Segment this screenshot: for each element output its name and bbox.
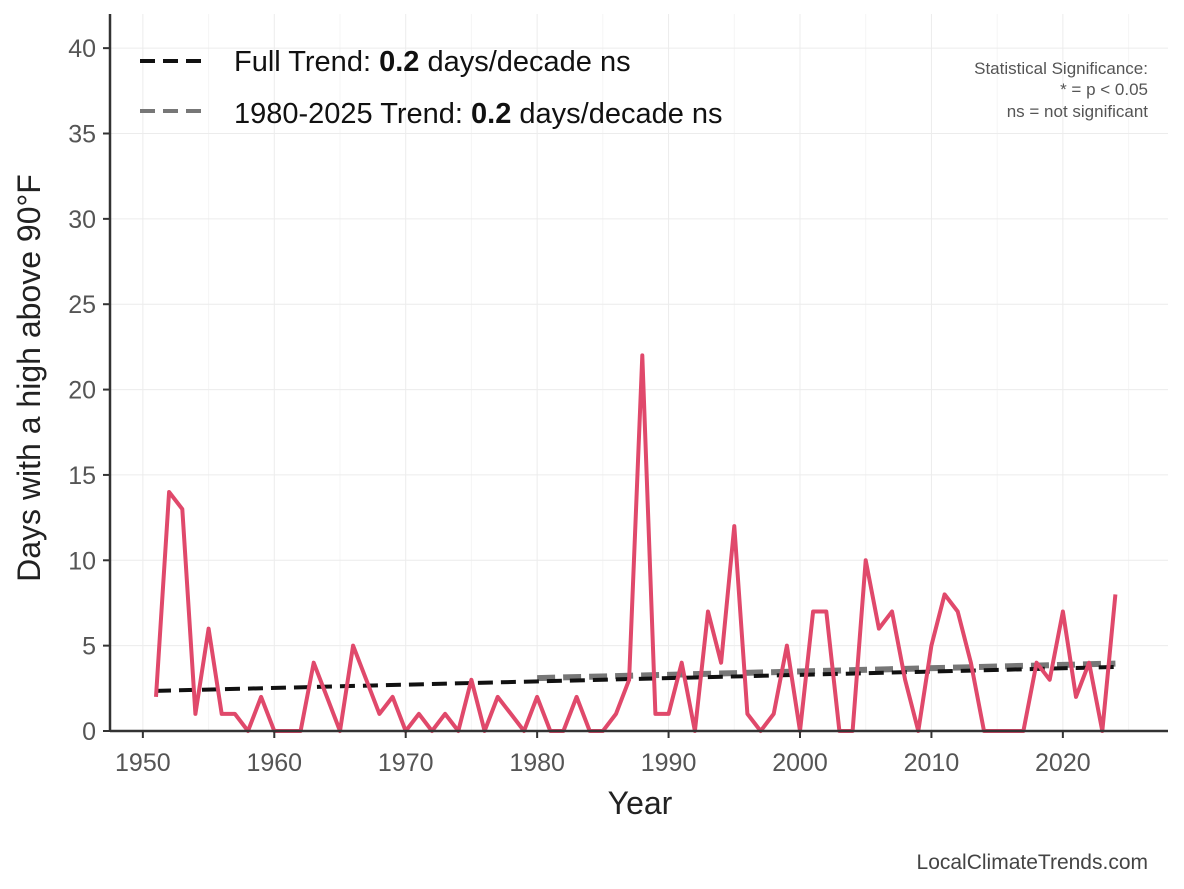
trend-lines: [155, 660, 1116, 693]
grid: [110, 14, 1168, 732]
x-tick-label-2020: 2020: [1035, 749, 1091, 777]
y-tick-label-25: 25: [68, 291, 96, 319]
y-tick-label-20: 20: [68, 377, 96, 405]
significance-line-1: * = p < 0.05: [1060, 80, 1148, 99]
y-tick-label-0: 0: [82, 718, 96, 746]
y-tick-label-10: 10: [68, 547, 96, 575]
x-tick-label-1990: 1990: [641, 749, 697, 777]
legend-recent-trend-suffix: days/decade ns: [511, 98, 722, 130]
legend-label-full-trend: Full Trend: 0.2 days/decade ns: [234, 46, 631, 78]
legend-full-trend-value: 0.2: [379, 46, 419, 78]
x-tick-label-1950: 1950: [115, 749, 171, 777]
significance-title: Statistical Significance:: [974, 59, 1148, 78]
y-tick-label-30: 30: [68, 206, 96, 234]
credit-text: LocalClimateTrends.com: [917, 851, 1148, 874]
x-tick-label-1980: 1980: [509, 749, 565, 777]
legend-label-recent-trend: 1980-2025 Trend: 0.2 days/decade ns: [234, 98, 723, 130]
legend-recent-trend-prefix: 1980-2025 Trend:: [234, 98, 471, 130]
x-tick-label-2010: 2010: [904, 749, 960, 777]
y-tick-label-40: 40: [68, 35, 96, 63]
y-tick-label-5: 5: [82, 633, 96, 661]
series-line-0: [154, 353, 1118, 733]
axes: [103, 14, 1168, 738]
legend: Full Trend: 0.2 days/decade ns 1980-2025…: [140, 46, 723, 130]
x-tick-label-1970: 1970: [378, 749, 434, 777]
y-tick-label-35: 35: [68, 121, 96, 149]
significance-line-2: ns = not significant: [1007, 102, 1149, 121]
x-tick-label-1960: 1960: [246, 749, 302, 777]
legend-full-trend-prefix: Full Trend:: [234, 46, 379, 78]
legend-recent-trend-value: 0.2: [471, 98, 511, 130]
y-tick-label-15: 15: [68, 462, 96, 490]
tick-labels: 1950 1960 1970 1980 1990 2000 2010 2020 0 5 10 15 20…: [68, 35, 1090, 777]
x-tick-label-2000: 2000: [772, 749, 828, 777]
x-axis-label: Year: [608, 785, 673, 821]
trend-line-1: [537, 660, 1116, 682]
significance-note: Statistical Significance: * = p < 0.05 n…: [974, 59, 1148, 121]
y-axis-label: Days with a high above 90°F: [11, 174, 47, 582]
legend-full-trend-suffix: days/decade ns: [419, 46, 630, 78]
